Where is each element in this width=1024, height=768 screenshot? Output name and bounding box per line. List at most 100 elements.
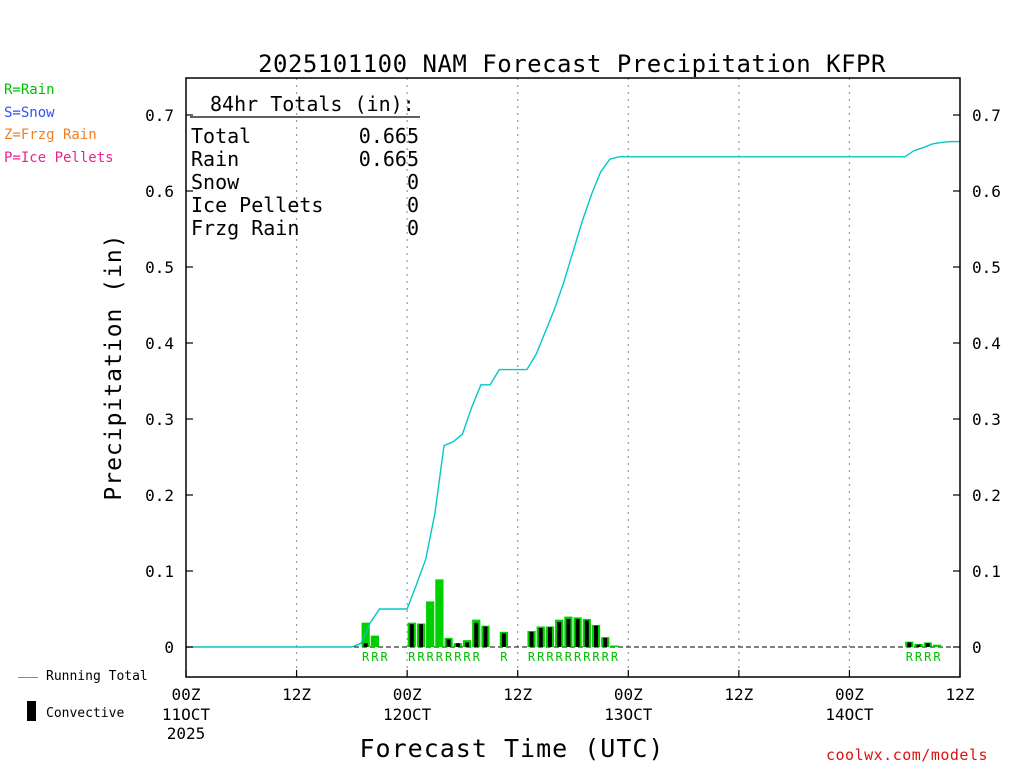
- precip-bar: [923, 642, 932, 647]
- convective-bar: [603, 637, 608, 647]
- precip-bar: [555, 619, 564, 647]
- precip-bar: [601, 637, 610, 647]
- convective-bar: [363, 643, 368, 647]
- y-tick-label-right: 0.7: [972, 106, 1001, 125]
- totals-box: 84hr Totals (in): Total 0.665 Rain 0.665 Snow…: [190, 92, 420, 240]
- y-tick-label-left: 0.5: [145, 258, 174, 277]
- convective-legend-swatch: [27, 701, 36, 721]
- precip-bar: [416, 623, 426, 647]
- precip-bar: [426, 601, 435, 647]
- x-tick-label: 00Z: [614, 685, 643, 704]
- precip-bar: [499, 631, 508, 647]
- y-tick-label-right: 0.5: [972, 258, 1001, 277]
- precip-type-label: R: [574, 650, 582, 664]
- precip-type-label: R: [592, 650, 600, 664]
- x-tick-date: 14OCT: [825, 705, 874, 724]
- convective-bar: [418, 624, 423, 647]
- convective-bar: [547, 627, 552, 647]
- totals-row-value: 0: [407, 193, 419, 217]
- precip-bar: [370, 635, 379, 647]
- convective-bars: [363, 618, 930, 647]
- y-tick-label-right: 0: [972, 638, 982, 657]
- precip-type-label: R: [528, 650, 536, 664]
- totals-row-label: Frzg Rain: [191, 216, 299, 240]
- x-tick-label: 00Z: [172, 685, 201, 704]
- legend-rain: R=Rain: [4, 82, 55, 98]
- convective-bar: [594, 625, 599, 647]
- x-tick-label: 12Z: [503, 685, 532, 704]
- running-total-legend-line: [18, 677, 38, 678]
- convective-bar: [538, 628, 543, 647]
- precip-type-label: R: [445, 650, 453, 664]
- precip-type-label: R: [611, 650, 619, 664]
- y-tick-label-right: 0.3: [972, 410, 1001, 429]
- running-total-legend-label: Running Total: [46, 669, 148, 684]
- precip-bar: [932, 644, 942, 647]
- precip-type-label: R: [473, 650, 481, 664]
- precip-bar: [444, 637, 453, 647]
- convective-bar: [455, 643, 460, 647]
- plot-frame: [185, 77, 961, 678]
- precip-type-label: R: [546, 650, 554, 664]
- convective-bar: [501, 633, 506, 647]
- precip-type-label: R: [602, 650, 610, 664]
- totals-header: 84hr Totals (in):: [210, 92, 415, 116]
- y-tick-label-right: 0.1: [972, 562, 1001, 581]
- precip-type-label: R: [362, 650, 370, 664]
- credit-text: coolwx.com/models: [826, 746, 989, 764]
- y-tick-label-right: 0.2: [972, 486, 1001, 505]
- precip-bar: [545, 626, 555, 647]
- y-tick-label-right: 0.6: [972, 182, 1001, 201]
- precip-bar: [481, 625, 490, 647]
- convective-bar: [907, 642, 912, 647]
- x-axis-label: Forecast Time (UTC): [359, 734, 665, 763]
- precip-bar: [407, 622, 416, 647]
- x-tick-date: 13OCT: [604, 705, 653, 724]
- totals-row-label: Rain: [191, 147, 239, 171]
- totals-row-label: Snow: [191, 170, 240, 194]
- precip-type-label: R: [924, 650, 932, 664]
- convective-bar: [575, 618, 580, 647]
- x-tick-date: 11OCT: [162, 705, 211, 724]
- precip-bar: [536, 626, 545, 647]
- precip-bars: [361, 579, 942, 647]
- totals-row-value: 0.665: [359, 147, 419, 171]
- precip-bar: [573, 617, 582, 647]
- precip-type-label: R: [427, 650, 435, 664]
- y-tick-label-right: 0.4: [972, 334, 1001, 353]
- precip-type-label: R: [500, 650, 508, 664]
- convective-bar: [409, 624, 414, 647]
- convective-bar: [446, 639, 451, 647]
- precip-bar: [564, 616, 573, 647]
- x-tick-label: 12Z: [946, 685, 975, 704]
- precip-bar: [591, 624, 601, 647]
- convective-bar: [529, 631, 534, 647]
- grid-lines: [186, 78, 960, 677]
- precip-type-label: R: [556, 650, 564, 664]
- precip-type-label: R: [583, 650, 591, 664]
- chart-title: 2025101100 NAM Forecast Precipitation KF…: [258, 50, 886, 78]
- x-tick-label: 12Z: [724, 685, 753, 704]
- convective-bar: [566, 618, 571, 647]
- precip-type-label: R: [408, 650, 416, 664]
- convective-bar: [557, 621, 562, 647]
- y-tick-label-left: 0.1: [145, 562, 174, 581]
- x-tick-label: 00Z: [835, 685, 864, 704]
- x-tick-label: 00Z: [393, 685, 422, 704]
- y-tick-label-left: 0.4: [145, 334, 174, 353]
- precip-bar: [582, 618, 591, 647]
- convective-bar: [584, 620, 589, 647]
- precip-type-label: R: [436, 650, 444, 664]
- precip-bar: [610, 645, 619, 647]
- precip-type-label: R: [463, 650, 471, 664]
- totals-row-value: 0.665: [359, 124, 419, 148]
- totals-row-value: 0: [407, 216, 419, 240]
- totals-row-value: 0: [407, 170, 419, 194]
- precip-type-label: R: [906, 650, 914, 664]
- y-tick-label-left: 0.6: [145, 182, 174, 201]
- convective-bar: [925, 643, 930, 647]
- convective-bar: [483, 626, 488, 647]
- convective-legend-label: Convective: [46, 706, 125, 721]
